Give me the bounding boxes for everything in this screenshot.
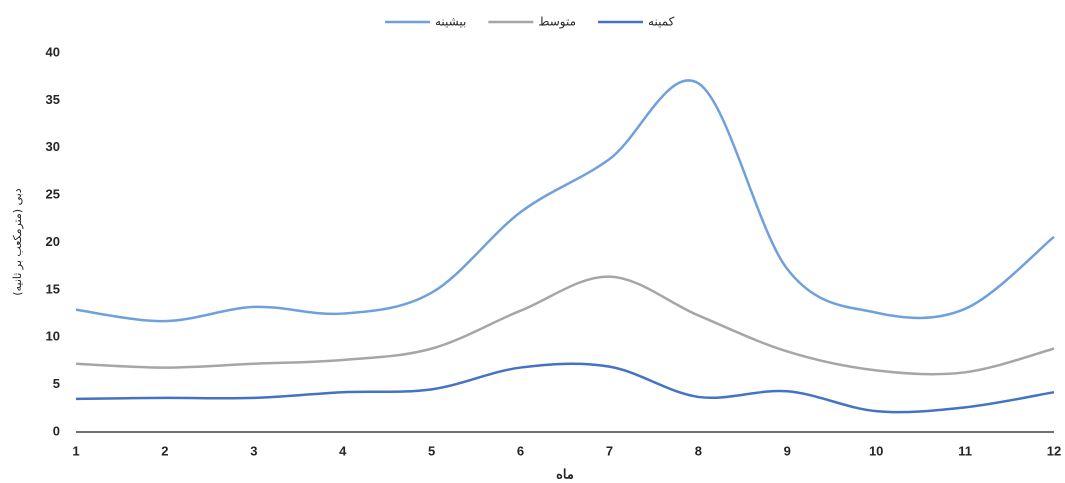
y-tick-label: 35 [46,92,60,107]
y-tick-label: 25 [46,187,60,202]
y-axis-label: دبی (مترمکعب بر ثانیه) [11,188,24,295]
x-tick-label: 4 [339,443,347,458]
legend-label: متوسط [538,15,576,30]
series-line [75,362,1055,414]
series-line [75,275,1055,376]
x-tick-label: 9 [784,443,791,458]
legend-label: بیشینه [435,15,466,29]
y-tick-label: 5 [53,376,60,391]
x-tick-label: 1 [72,443,79,458]
series-line [75,79,1055,323]
y-tick-label: 40 [46,44,60,59]
x-tick-label: 11 [958,443,972,458]
x-tick-label: 8 [695,443,702,458]
x-tick-label: 5 [428,443,435,458]
y-tick-label: 15 [46,281,60,296]
x-tick-label: 12 [1047,443,1061,458]
x-tick-label: 2 [161,443,168,458]
y-tick-label: 30 [46,139,60,154]
x-tick-label: 3 [250,443,257,458]
y-tick-label: 0 [53,423,60,438]
x-tick-label: 6 [517,443,524,458]
y-tick-label: 10 [46,329,60,344]
legend-label: کمینه [648,15,675,29]
x-tick-label: 7 [606,443,613,458]
y-tick-label: 20 [46,234,60,249]
x-axis-label: ماه [556,466,574,479]
x-tick-label: 10 [869,443,883,458]
